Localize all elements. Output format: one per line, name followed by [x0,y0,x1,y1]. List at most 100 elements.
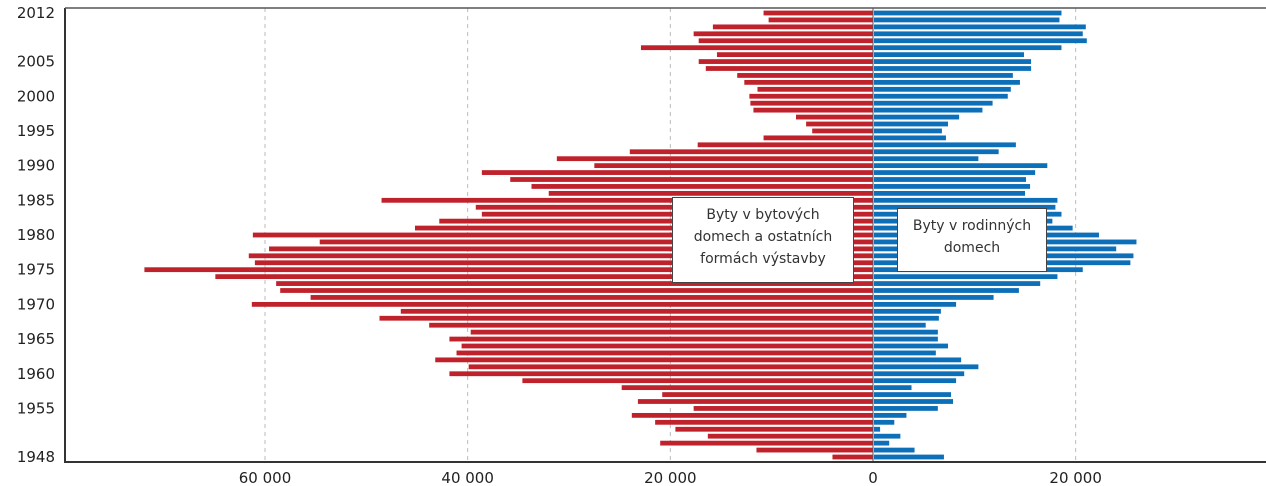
bar-family-houses [874,440,890,446]
bar-apartment-buildings [662,392,873,397]
bar-apartment-buildings [470,329,873,335]
bar-family-houses [874,66,1032,71]
bar-apartment-buildings [693,406,873,411]
bar-family-houses [874,79,1020,85]
bar-family-houses [874,204,1056,210]
bar-apartment-buildings [621,385,873,391]
y-tick-label: 1980 [17,226,55,244]
bar-apartment-buildings [637,399,873,404]
bar-apartment-buildings [705,66,873,71]
bar-apartment-buildings [556,156,873,162]
bar-apartment-buildings [744,79,873,85]
y-tick-label: 1965 [17,330,55,348]
bar-apartment-buildings [806,121,873,127]
bar-family-houses [874,281,1041,286]
bar-apartment-buildings [698,59,873,64]
x-tick-label: 60 000 [239,469,292,486]
bar-family-houses [874,426,881,432]
bar-family-houses [874,419,895,425]
bar-family-houses [874,392,952,397]
bar-apartment-buildings [435,357,873,363]
bar-apartment-buildings [655,419,873,425]
bar-apartment-buildings [548,190,873,196]
x-tick-label: 20 000 [1049,469,1102,486]
legend-apartment-line-1: Byty v bytových [706,207,820,223]
bar-apartment-buildings [414,225,873,231]
bar-family-houses [874,454,944,460]
bar-apartment-buildings [456,350,873,356]
bar-family-houses [874,399,954,404]
y-tick-label: 2000 [17,87,55,105]
bar-apartment-buildings [756,447,873,453]
bar-family-houses [874,301,957,307]
y-tick-label: 1970 [17,295,55,313]
bar-apartment-buildings [319,239,874,245]
legend-apartment-line-2: domech a ostatních [693,229,833,245]
bar-family-houses [874,24,1086,30]
bar-apartment-buildings [737,73,873,78]
bar-family-houses [874,378,957,384]
bar-apartment-buildings [310,295,874,300]
legend-apartment-buildings: Byty v bytových domech a ostatních formá… [672,197,854,283]
bar-family-houses [874,184,1031,189]
bar-apartment-buildings [252,232,874,238]
bar-family-houses [874,364,979,370]
bar-family-houses [874,412,907,418]
bar-apartment-buildings [468,364,873,370]
x-tick-label: 20 000 [644,469,697,486]
bar-family-houses [874,308,941,314]
bar-apartment-buildings [795,114,873,120]
bar-family-houses [874,93,1008,99]
bar-family-houses [874,156,979,162]
bar-apartment-buildings [251,301,873,307]
bar-family-houses [874,149,999,155]
bar-apartment-buildings [750,100,873,106]
y-tick-label: 1975 [17,261,55,279]
bar-apartment-buildings [531,184,873,189]
bar-family-houses [874,121,948,127]
bar-family-houses [874,350,936,356]
bar-apartment-buildings [832,454,873,460]
bar-family-houses [874,17,1060,23]
bar-apartment-buildings [248,253,873,259]
bar-family-houses [874,163,1048,169]
x-tick-label: 40 000 [441,469,494,486]
legend-family-line-1: Byty v rodinných [912,218,1032,234]
bar-apartment-buildings [449,371,873,377]
bar-family-houses [874,177,1027,182]
bar-apartment-buildings [812,128,873,134]
bar-apartment-buildings [698,38,873,44]
bar-family-houses [874,107,983,113]
bar-apartment-buildings [449,336,873,342]
bar-apartment-buildings [660,440,873,446]
y-tick-label: 1955 [17,399,55,417]
bar-family-houses [874,371,965,377]
y-tick-label: 1995 [17,122,55,140]
legend-family-houses: Byty v rodinných domech [897,208,1047,272]
bar-family-houses [874,114,960,120]
bar-apartment-buildings [629,149,873,155]
bar-family-houses [874,142,1016,148]
legend-apartment-line-3: formách výstavby [700,251,826,267]
x-tick-label: 0 [868,469,878,486]
bar-apartment-buildings [749,93,873,99]
y-tick-labels: 2012 2005 2000 1995 1990 1985 1980 1975 1970 1965… [17,4,55,466]
bar-apartment-buildings [768,17,873,23]
bar-apartment-buildings [144,267,873,273]
bar-apartment-buildings [439,218,873,224]
bar-apartment-buildings [712,24,873,30]
bar-apartment-buildings [707,433,873,439]
y-tick-label: 1985 [17,191,55,209]
bar-apartment-buildings [276,281,873,286]
bar-family-houses [874,329,938,335]
bar-apartment-buildings [381,197,873,203]
bar-apartment-buildings [631,412,873,418]
bar-family-houses [874,170,1036,175]
y-tick-label: 1990 [17,157,55,175]
bar-apartment-buildings [763,135,873,141]
bar-family-houses [874,10,1062,16]
bar-family-houses [874,385,912,391]
y-tick-label: 1960 [17,365,55,383]
